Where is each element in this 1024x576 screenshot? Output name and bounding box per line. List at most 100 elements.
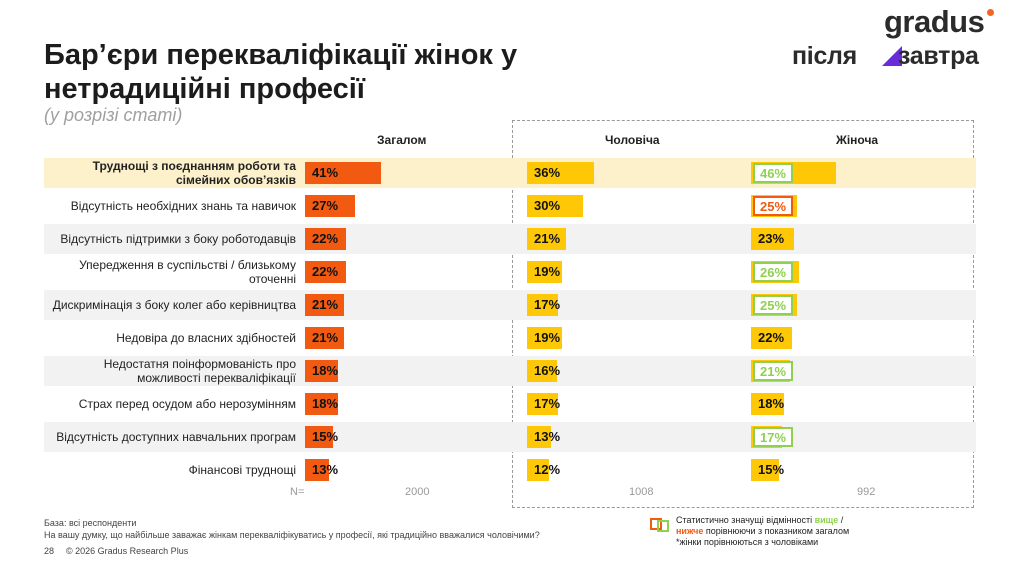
category-label: Недовіра до власних здібностей [116,331,296,345]
data-label: 12% [534,462,561,477]
data-label: 19% [534,330,561,345]
legend-slash: / [840,515,844,525]
data-label: 27% [312,198,339,213]
bar-male [527,426,551,448]
legend-lower: нижче [676,526,704,536]
page-subtitle: (у розрізі статі) [44,105,183,125]
significance-legend: Статистично значущі відмінності вище / н… [676,515,849,548]
legend-line2: порівнюючи з показником загалом [705,526,850,536]
significance-box-higher: 46% [753,163,793,183]
category-label: Страх перед осудом або нерозумінням [78,397,296,411]
column-header-female: Жіноча [836,133,879,147]
chart-row: Дискримінація з боку колег або керівницт… [44,290,976,320]
bar-total [305,228,346,250]
bar-male [527,162,594,184]
footer-base: База: всі респонденти [44,518,137,528]
data-label: 15% [758,462,785,477]
data-label: 17% [534,297,561,312]
n-label: N= [290,486,305,498]
bar-male [527,360,557,382]
data-label: 22% [758,330,785,345]
bar-female [751,327,792,349]
footer-copyright: © 2026 Gradus Research Plus [66,546,189,556]
significance-box-higher: 17% [753,427,793,447]
data-label: 22% [312,264,339,279]
n-female: 992 [857,486,876,498]
bar-total [305,459,329,481]
legend-line1: Статистично значущі відмінності [676,515,813,525]
data-label: 13% [534,429,561,444]
bar-total [305,360,338,382]
category-label: Відсутність доступних навчальних програм [56,430,296,444]
bar-female [751,393,784,415]
zavtra-logo-mark-icon [882,46,902,66]
category-label: Труднощі з поєднанням роботи та сімейних… [92,159,296,187]
bar-female [751,228,794,250]
data-label: 19% [534,264,561,279]
bar-total [305,327,344,349]
bar-male [527,327,562,349]
category-label: Упередження в суспільстві / близькому от… [79,258,296,286]
chart-row: Упередження в суспільстві / близькому от… [44,257,976,287]
data-label: 21% [312,330,339,345]
n-total: 2000 [405,486,430,498]
chart-row: Відсутність доступних навчальних програм… [44,422,976,452]
column-header-total: Загалом [377,133,427,147]
bar-total [305,393,338,415]
bar-total [305,294,344,316]
bar-male [527,393,558,415]
chart-row: Страх перед осудом або нерозумінням 18% 17… [44,389,976,419]
chart-row: Відсутність підтримки з боку роботодавці… [44,224,976,254]
page-title: Бар’єри перекваліфікації жінок у нетради… [44,39,518,105]
category-label: Дискримінація з боку колег або керівницт… [52,298,296,312]
data-label: 15% [312,429,339,444]
bar-total [305,162,381,184]
bar-total [305,426,333,448]
legend-line3: *жінки порівнюються з чоловіками [676,537,819,547]
significance-box-lower: 25% [753,196,793,216]
data-label: 22% [312,231,339,246]
significance-box-higher: 26% [753,262,793,282]
category-label: Фінансові труднощі [188,463,296,477]
legend-higher: вище [814,515,839,525]
significance-legend-icon [650,518,669,532]
footer-page-number: 28 [44,546,55,556]
significance-box-higher: 21% [753,361,793,381]
data-label: 18% [758,396,785,411]
bar-male [527,228,566,250]
category-label: Відсутність необхідних знань та навичок [70,199,296,213]
data-label: 18% [312,363,339,378]
data-label: 41% [312,165,339,180]
chart-row: Фінансові труднощі 13% 12% 15% [44,455,976,485]
data-label: 13% [312,462,339,477]
data-label: 17% [534,396,561,411]
data-label: 23% [758,231,785,246]
data-label: 18% [312,396,339,411]
category-label: Недостатня поінформованість про можливос… [103,357,296,385]
data-label: 21% [534,231,561,246]
column-header-male: Чоловіча [605,133,660,147]
category-label: Відсутність підтримки з боку роботодавці… [60,232,296,246]
data-label: 16% [534,363,561,378]
data-label: 36% [534,165,561,180]
chart-row: Недостатня поінформованість про можливос… [44,356,976,386]
bar-female [751,459,779,481]
gradus-logo: gradus [884,4,985,39]
data-label: 30% [534,198,561,213]
bar-male [527,195,583,217]
pislya-logo-part: після [792,42,857,70]
bar-total [305,195,355,217]
data-label: 21% [312,297,339,312]
gradus-logo-dot [987,9,994,16]
footer-question: На вашу думку, що найбільше заважає жінк… [44,530,540,540]
bar-male [527,261,562,283]
zavtra-logo-part: завтра [898,42,979,70]
bar-male [527,459,549,481]
chart-row: Відсутність необхідних знань та навичок 2… [44,191,976,221]
bar-total [305,261,346,283]
n-male: 1008 [629,486,654,498]
chart-row: Недовіра до власних здібностей 21% 19% 22% [44,323,976,353]
bar-male [527,294,558,316]
significance-box-higher: 25% [753,295,793,315]
chart-row: Труднощі з поєднанням роботи та сімейних… [44,158,976,188]
